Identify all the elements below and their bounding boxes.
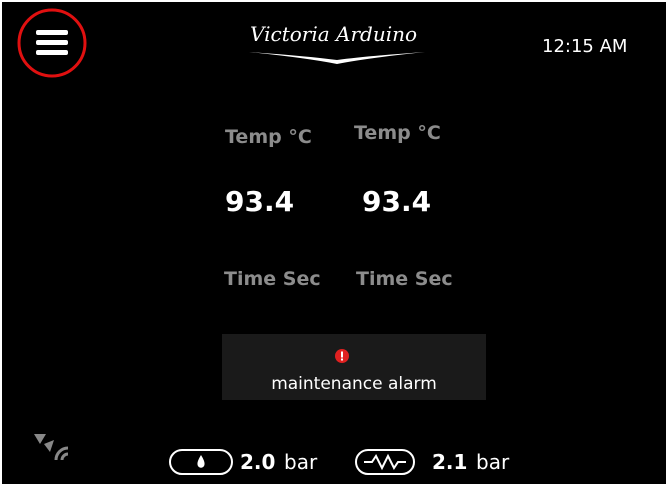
temp-value: 93.4 [225,185,295,218]
water-icon [169,449,233,475]
logo: Victoria Arduino [250,22,418,46]
alarm-text: maintenance alarm [271,374,437,394]
pressure-unit: bar [476,450,510,474]
time-label: Time Sec [356,268,453,290]
pressure-value: 2.1 [432,450,468,474]
menu-button[interactable] [12,8,96,78]
pressure-value: 2.0 [240,450,276,474]
clock: 12:15 AM [542,36,628,57]
alarm-box[interactable]: maintenance alarm [222,334,486,400]
time-label: Time Sec [224,268,321,290]
temp-label: Temp °C [354,122,441,144]
wireless-icon [34,434,69,461]
temp-label: Temp °C [225,126,312,148]
alarm-icon [335,349,349,363]
temp-value: 93.4 [362,185,432,218]
logo-swoosh [249,52,425,64]
menu-bar [36,30,68,35]
menu-bar [36,40,68,45]
pressure-unit: bar [284,450,318,474]
menu-bar [36,50,68,55]
highlight-circle [17,8,87,78]
pump-icon [355,449,415,475]
